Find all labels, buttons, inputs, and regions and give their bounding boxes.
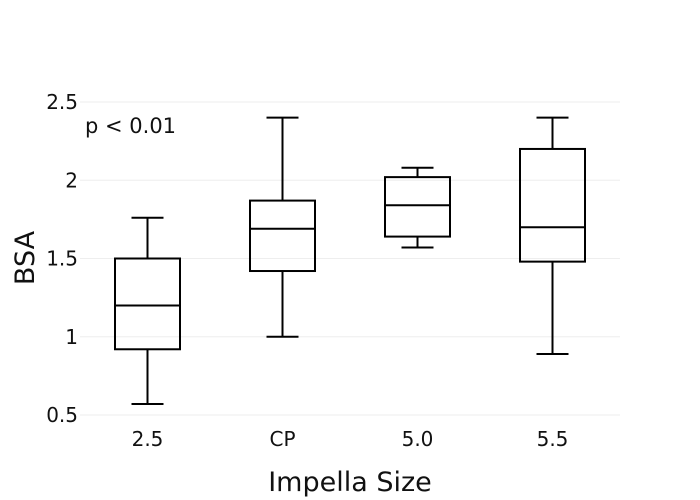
x-tick-labels: 2.5 CP 5.0 5.5 [132,427,569,451]
iqr-box [114,257,181,351]
x-tick-label: 2.5 [132,427,164,451]
x-tick-label: CP [269,427,295,451]
y-tick-label: 2 [65,168,78,192]
p-value-annotation: p < 0.01 [85,114,176,138]
x-axis-title: Impella Size [268,467,432,498]
y-tick-label: 2.5 [46,90,78,114]
y-tick-label: 1.5 [46,247,78,271]
box-5.5 [519,116,586,355]
box-5.0 [384,166,451,249]
iqr-box [249,199,316,273]
y-tick-label: 1 [65,325,78,349]
y-tick-label: 0.5 [46,403,78,427]
iqr-box [519,147,586,263]
iqr-box [384,176,451,238]
y-axis-title: BSA [10,230,41,285]
box-2.5 [114,216,181,406]
x-tick-label: 5.5 [537,427,569,451]
x-tick-label: 5.0 [402,427,434,451]
box-CP [249,116,316,338]
y-tick-labels: 0.5 1 1.5 2 2.5 [46,90,78,427]
boxes-layer [114,116,586,406]
